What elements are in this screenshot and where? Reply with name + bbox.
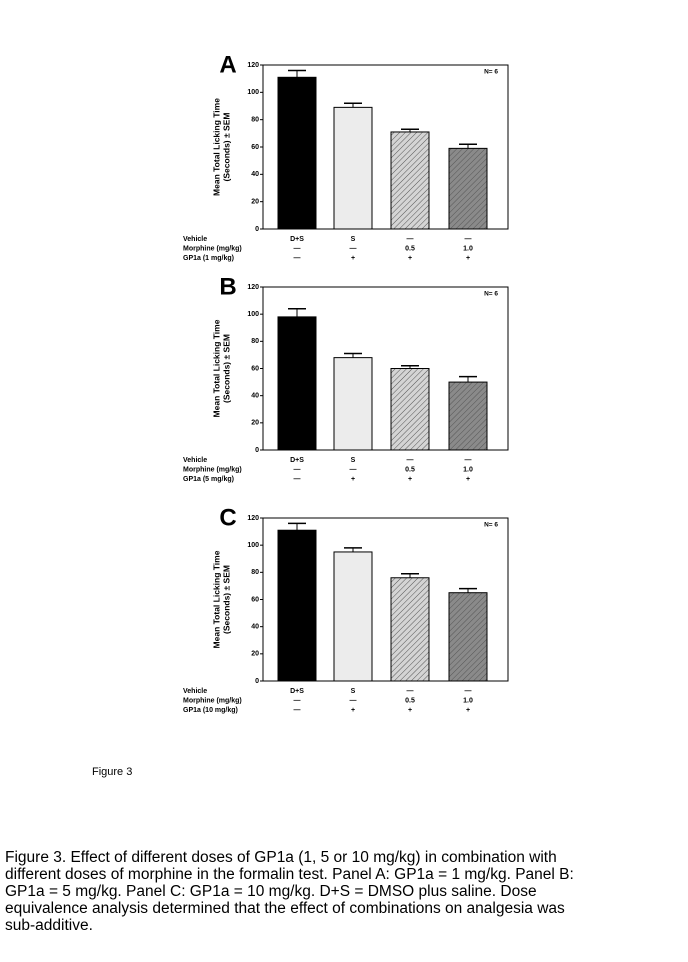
table-cell: — xyxy=(294,255,301,262)
y-tick-label: 20 xyxy=(251,651,259,658)
y-tick-label: 40 xyxy=(251,171,259,178)
n-note: N= 6 xyxy=(484,69,498,76)
bar xyxy=(333,106,373,230)
y-axis-label: Mean Total Licking Time xyxy=(211,550,221,648)
table-cell: S xyxy=(351,457,356,464)
bar xyxy=(448,592,488,682)
table-cell: — xyxy=(294,466,301,473)
table-cell: 0.5 xyxy=(405,697,415,704)
table-cell: S xyxy=(351,236,356,243)
caption-line: GP1a = 5 mg/kg. Panel C: GP1a = 10 mg/kg… xyxy=(5,883,537,900)
y-tick-label: 80 xyxy=(251,569,259,576)
table-cell: D+S xyxy=(290,688,304,695)
y-axis-label: (Seconds) ± SEM xyxy=(221,565,231,634)
table-cell: + xyxy=(466,255,470,262)
row-label: GP1a (5 mg/kg) xyxy=(183,476,234,483)
table-cell: — xyxy=(407,236,414,243)
table-cell: 1.0 xyxy=(463,245,473,252)
row-label: Vehicle xyxy=(183,236,207,243)
table-cell: 1.0 xyxy=(463,466,473,473)
panel-letter: B xyxy=(219,273,236,300)
n-note: N= 6 xyxy=(484,522,498,529)
table-cell: + xyxy=(408,476,412,483)
row-label: Morphine (mg/kg) xyxy=(183,245,242,252)
bar xyxy=(333,357,373,451)
y-tick-label: 80 xyxy=(251,338,259,345)
y-tick-label: 20 xyxy=(251,199,259,206)
row-label: Morphine (mg/kg) xyxy=(183,466,242,473)
y-axis-label: (Seconds) ± SEM xyxy=(221,334,231,403)
table-cell: + xyxy=(466,476,470,483)
table-cell: S xyxy=(351,688,356,695)
panel-letter: C xyxy=(219,504,236,531)
n-note: N= 6 xyxy=(484,291,498,298)
table-cell: D+S xyxy=(290,457,304,464)
caption-line: different doses of morphine in the forma… xyxy=(5,866,574,883)
bar xyxy=(277,529,317,682)
y-tick-label: 0 xyxy=(255,678,259,685)
table-cell: D+S xyxy=(290,236,304,243)
y-tick-label: 40 xyxy=(251,393,259,400)
y-tick-label: 40 xyxy=(251,624,259,631)
y-tick-label: 0 xyxy=(255,226,259,233)
row-label: Vehicle xyxy=(183,457,207,464)
table-cell: 0.5 xyxy=(405,466,415,473)
caption-line: equivalence analysis determined that the… xyxy=(5,900,565,917)
bar xyxy=(448,147,488,230)
y-tick-label: 100 xyxy=(247,311,259,318)
y-tick-label: 120 xyxy=(247,284,259,291)
table-cell: + xyxy=(351,255,355,262)
table-cell: — xyxy=(465,688,472,695)
bar xyxy=(390,577,430,682)
y-tick-label: 20 xyxy=(251,420,259,427)
table-cell: — xyxy=(350,466,357,473)
y-tick-label: 60 xyxy=(251,365,259,372)
table-cell: + xyxy=(351,707,355,714)
y-tick-label: 60 xyxy=(251,596,259,603)
table-cell: — xyxy=(407,457,414,464)
table-cell: — xyxy=(465,236,472,243)
bar xyxy=(333,551,373,682)
figure-label: Figure 3 xyxy=(92,766,132,778)
y-axis-label: Mean Total Licking Time xyxy=(211,319,221,417)
table-cell: + xyxy=(408,707,412,714)
table-cell: — xyxy=(407,688,414,695)
table-cell: + xyxy=(466,707,470,714)
table-cell: 0.5 xyxy=(405,245,415,252)
table-cell: — xyxy=(294,476,301,483)
caption-line: sub-additive. xyxy=(5,917,93,934)
y-axis-label: (Seconds) ± SEM xyxy=(221,113,231,182)
table-cell: — xyxy=(465,457,472,464)
table-cell: — xyxy=(294,697,301,704)
table-cell: — xyxy=(350,697,357,704)
y-tick-label: 80 xyxy=(251,117,259,124)
bar xyxy=(277,316,317,451)
caption-line: Figure 3. Effect of different doses of G… xyxy=(5,849,557,866)
y-axis-label: Mean Total Licking Time xyxy=(211,98,221,196)
y-tick-label: 120 xyxy=(247,62,259,69)
row-label: Morphine (mg/kg) xyxy=(183,697,242,704)
table-cell: — xyxy=(294,707,301,714)
table-cell: — xyxy=(294,245,301,252)
bar xyxy=(277,76,317,230)
table-cell: + xyxy=(408,255,412,262)
bar xyxy=(390,368,430,451)
y-tick-label: 120 xyxy=(247,515,259,522)
panel-letter: A xyxy=(219,51,236,78)
row-label: Vehicle xyxy=(183,688,207,695)
bar xyxy=(448,381,488,451)
row-label: GP1a (10 mg/kg) xyxy=(183,707,238,714)
table-cell: + xyxy=(351,476,355,483)
y-tick-label: 100 xyxy=(247,542,259,549)
y-tick-label: 0 xyxy=(255,447,259,454)
table-cell: 1.0 xyxy=(463,697,473,704)
bar xyxy=(390,131,430,230)
y-tick-label: 60 xyxy=(251,144,259,151)
y-tick-label: 100 xyxy=(247,89,259,96)
row-label: GP1a (1 mg/kg) xyxy=(183,255,234,262)
table-cell: — xyxy=(350,245,357,252)
